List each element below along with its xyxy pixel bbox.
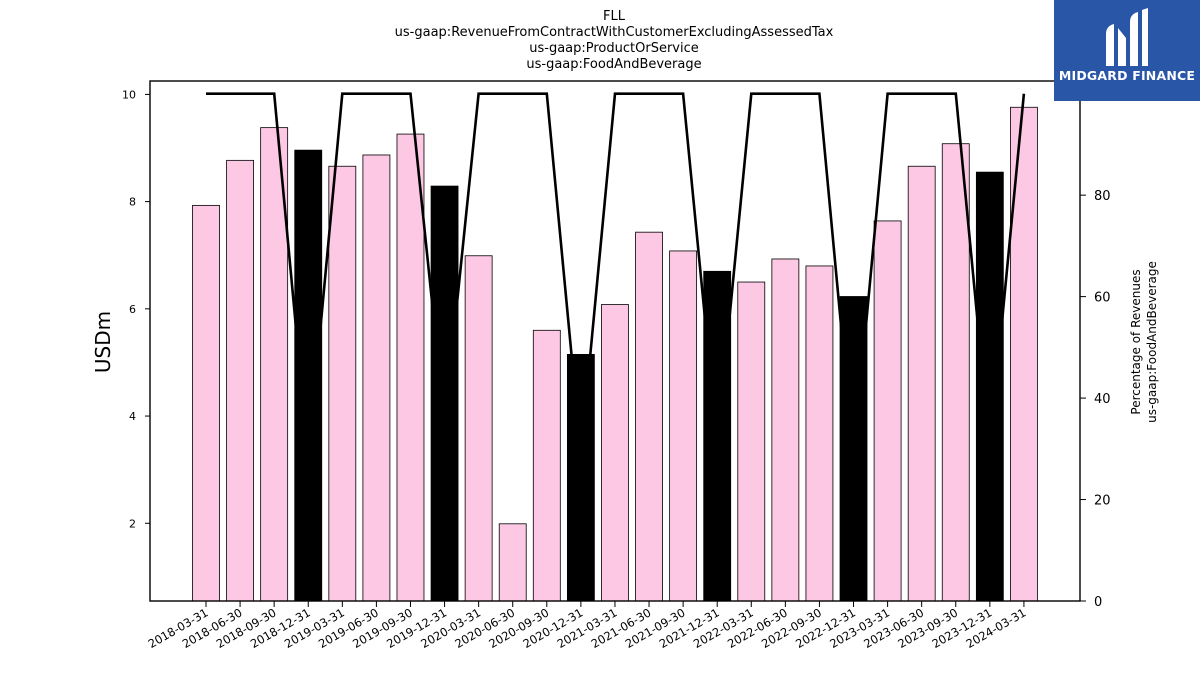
bar bbox=[294, 149, 323, 602]
chart-title: FLLus-gaap:RevenueFromContractWithCustom… bbox=[395, 9, 834, 72]
y2-tick-label: 80 bbox=[1094, 189, 1111, 204]
bar bbox=[873, 220, 902, 602]
bar bbox=[532, 329, 561, 602]
bar bbox=[396, 133, 425, 602]
y2-tick-label: 20 bbox=[1094, 494, 1111, 509]
y2-axis-label: Percentage of Revenues bbox=[1129, 269, 1143, 414]
y2-tick-label: 60 bbox=[1094, 291, 1111, 306]
bar bbox=[635, 231, 663, 602]
logo-text: MIDGARD FINANCE bbox=[1058, 68, 1196, 83]
y-tick-label: 8 bbox=[129, 196, 136, 209]
y-tick-label: 2 bbox=[129, 517, 136, 530]
y2-axis-label: us-gaap:FoodAndBeverage bbox=[1145, 261, 1159, 423]
bar bbox=[805, 265, 834, 602]
bar bbox=[601, 304, 629, 602]
y2-tick-label: 0 bbox=[1094, 595, 1102, 610]
bar bbox=[941, 143, 970, 602]
bar bbox=[771, 258, 800, 602]
title-line: FLL bbox=[603, 9, 626, 24]
bar bbox=[566, 354, 595, 602]
bar bbox=[669, 250, 698, 602]
bar bbox=[498, 523, 527, 602]
bar bbox=[260, 127, 289, 602]
bar bbox=[907, 165, 936, 602]
bar bbox=[737, 281, 766, 602]
y2-tick-label: 40 bbox=[1094, 392, 1111, 407]
bar bbox=[975, 171, 1004, 602]
bar bbox=[362, 154, 391, 602]
title-line: us-gaap:FoodAndBeverage bbox=[526, 57, 701, 72]
axis-labels: USDm Percentage of Revenues us-gaap:FoodAn… bbox=[91, 261, 1159, 423]
percentage-line bbox=[206, 92, 1026, 460]
y-tick-label: 4 bbox=[129, 410, 136, 423]
y-axis-label: USDm bbox=[91, 311, 115, 373]
bar bbox=[192, 204, 220, 602]
y-tick-label: 10 bbox=[122, 88, 136, 101]
bar bbox=[464, 255, 493, 602]
logo-icon bbox=[1106, 8, 1148, 66]
title-line: us-gaap:RevenueFromContractWithCustomerE… bbox=[395, 25, 834, 40]
logo: MIDGARD FINANCE bbox=[1054, 0, 1200, 101]
title-line: us-gaap:ProductOrService bbox=[529, 41, 699, 56]
y-tick-label: 6 bbox=[129, 303, 136, 316]
bar bbox=[328, 165, 357, 602]
bar bbox=[226, 159, 254, 602]
bar bbox=[430, 185, 459, 602]
percentage-series bbox=[206, 92, 1026, 460]
